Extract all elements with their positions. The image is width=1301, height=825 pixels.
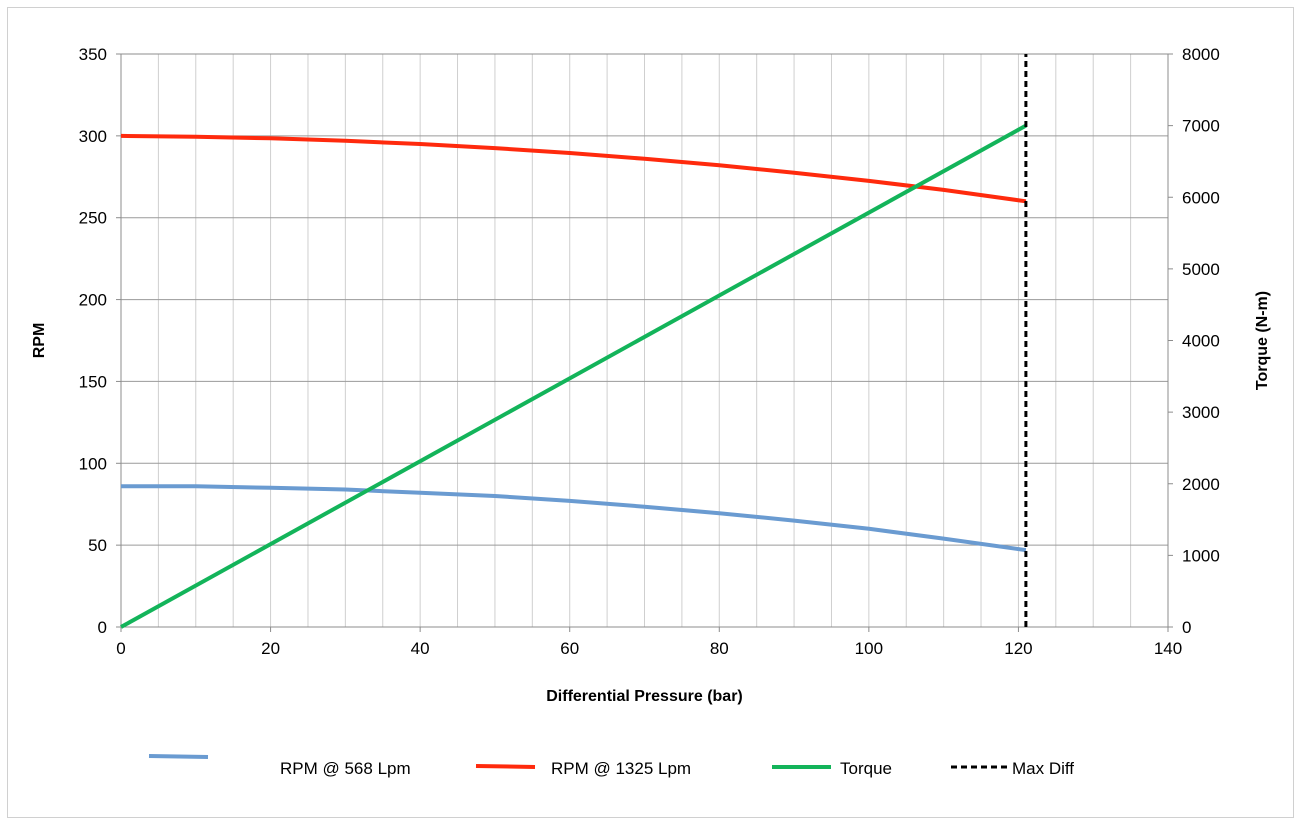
x-tick-label: 80 — [710, 639, 729, 658]
chart-svg: 0 20 40 60 80 100 120 1400501001502002503003500… — [31, 45, 1271, 778]
y-tick-label: 150 — [79, 372, 107, 391]
y-axis-title: RPM — [31, 323, 48, 359]
legend-swatch-rpm-1325 — [475, 764, 536, 769]
y2-tick-label: 8000 — [1182, 45, 1220, 64]
series-rpm-568-lpm — [121, 484, 1027, 553]
legend-swatch-rpm-568 — [148, 754, 209, 759]
grid — [121, 54, 1168, 627]
legend-label-rpm-568: RPM @ 568 Lpm — [280, 759, 411, 778]
y-tick-label: 350 — [79, 45, 107, 64]
y2-tick-label: 2000 — [1182, 475, 1220, 494]
chart-frame: 0 20 40 60 80 100 120 140 0 50 100 150 200 250 300 350 0… — [7, 7, 1294, 818]
y2-tick-label: 5000 — [1182, 260, 1220, 279]
x-tick-label: 20 — [261, 639, 280, 658]
y2-tick-label: 6000 — [1182, 188, 1220, 207]
y-tick-label: 200 — [79, 291, 107, 310]
legend: RPM @ 568 Lpm RPM @ 1325 Lpm Torque Max … — [148, 754, 1074, 778]
y2-tick-label: 4000 — [1182, 332, 1220, 351]
x-tick-label: 120 — [1004, 639, 1032, 658]
tick-labels: 0 20 40 60 80 100 120 1400501001502002503003500… — [79, 45, 1220, 658]
legend-label-rpm-1325: RPM @ 1325 Lpm — [551, 759, 691, 778]
y-tick-label: 100 — [79, 454, 107, 473]
y-tick-label: 50 — [88, 536, 107, 555]
x-tick-label: 60 — [560, 639, 579, 658]
x-tick-label: 100 — [855, 639, 883, 658]
y2-tick-label: 3000 — [1182, 403, 1220, 422]
y2-tick-label: 7000 — [1182, 117, 1220, 136]
y2-axis-title: Torque (N-m) — [1254, 291, 1271, 390]
y-tick-label: 0 — [98, 618, 107, 637]
x-tick-label: 40 — [411, 639, 430, 658]
x-tick-label: 0 — [116, 639, 125, 658]
series-layer — [120, 54, 1028, 629]
y2-tick-label: 0 — [1182, 618, 1191, 637]
legend-label-torque: Torque — [840, 759, 892, 778]
y-tick-label: 300 — [79, 127, 107, 146]
y2-tick-label: 1000 — [1182, 546, 1220, 565]
x-axis-title: Differential Pressure (bar) — [546, 688, 743, 705]
x-tick-label: 140 — [1154, 639, 1182, 658]
series-rpm-1325-lpm — [120, 133, 1027, 204]
legend-label-max-diff: Max Diff — [1012, 759, 1074, 778]
y-tick-label: 250 — [79, 209, 107, 228]
series-torque — [120, 123, 1027, 629]
